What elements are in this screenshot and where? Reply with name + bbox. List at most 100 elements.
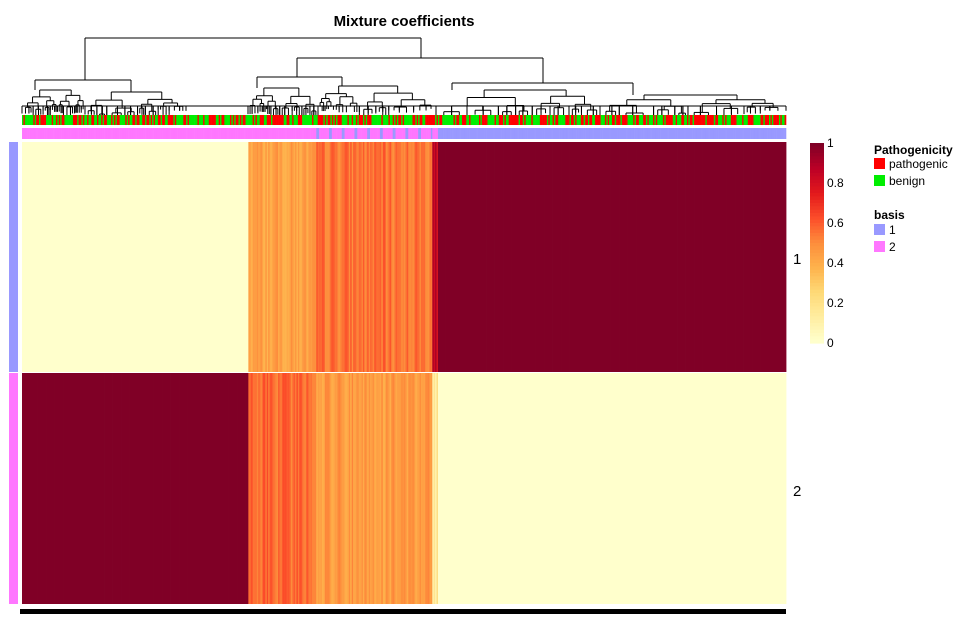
- pathogenicity-cell: [142, 115, 144, 125]
- heatmap-cell: [662, 373, 665, 604]
- heatmap-cell: [347, 142, 350, 372]
- heatmap-cell: [672, 142, 675, 372]
- heatmap-cell: [91, 142, 94, 372]
- basis-cell: [22, 128, 24, 139]
- basis-cell: [368, 128, 371, 139]
- pathogenicity-cell: [94, 115, 96, 125]
- row-basis-cell-2: [9, 373, 18, 604]
- pathogenicity-cell: [121, 115, 123, 125]
- basis-cell: [733, 128, 736, 139]
- heatmap-cell: [82, 373, 85, 604]
- pathogenicity-cell: [268, 115, 270, 125]
- heatmap-cell: [176, 373, 179, 604]
- heatmap-cell: [730, 373, 733, 604]
- color-scale-segment: [810, 289, 824, 294]
- basis-cell: [402, 128, 405, 139]
- heatmap-cell: [520, 373, 522, 604]
- basis-cell: [81, 128, 84, 139]
- heatmap-cell: [450, 373, 453, 604]
- basis-cell: [520, 128, 522, 139]
- heatmap-cell: [691, 373, 694, 604]
- heatmap-cell: [760, 373, 763, 604]
- heatmap-cell: [84, 373, 87, 604]
- basis-cell: [484, 128, 487, 139]
- basis-cell: [220, 128, 222, 139]
- basis-cell: [91, 128, 94, 139]
- heatmap-cell: [210, 142, 212, 372]
- color-scale-segment: [810, 303, 824, 307]
- pathogenicity-cell: [628, 115, 631, 125]
- basis-cell: [535, 128, 538, 139]
- basis-cell: [539, 128, 542, 139]
- pathogenicity-cell: [534, 115, 536, 125]
- heatmap-cell: [242, 373, 245, 604]
- basis-cell: [263, 128, 266, 139]
- heatmap-cell: [319, 373, 321, 604]
- heatmap-cell: [33, 142, 36, 372]
- basis-cell: [391, 128, 393, 139]
- heatmap-cell: [696, 373, 699, 604]
- pathogenicity-cell: [770, 115, 773, 125]
- heatmap-cell: [133, 373, 136, 604]
- basis-cell: [271, 128, 273, 139]
- basis-cell: [214, 128, 217, 139]
- pathogenicity-cell: [36, 115, 38, 125]
- heatmap-cell: [135, 142, 137, 372]
- heatmap-cell: [74, 142, 77, 372]
- pathogenicity-cell: [488, 115, 491, 125]
- heatmap-cell: [515, 373, 518, 604]
- heatmap-cell: [60, 142, 63, 372]
- basis-cell: [396, 128, 399, 139]
- heatmap-cell: [381, 373, 384, 604]
- basis-cell: [517, 128, 519, 139]
- basis-cell: [440, 128, 443, 139]
- basis-cell: [757, 128, 760, 139]
- pathogenicity-cell: [650, 115, 652, 125]
- heatmap-cell: [473, 142, 476, 372]
- heatmap-cell: [606, 142, 609, 372]
- basis-cell: [333, 128, 335, 139]
- pathogenicity-cell: [174, 115, 177, 125]
- heatmap-cell: [611, 373, 614, 604]
- basis-cell: [30, 128, 33, 139]
- basis-cell: [261, 128, 263, 139]
- pathogenicity-cell: [578, 115, 580, 125]
- heatmap-cell: [604, 142, 607, 372]
- heatmap-cell: [744, 142, 747, 372]
- basis-cell: [536, 128, 539, 139]
- pathogenicity-cell: [566, 115, 569, 125]
- pathogenicity-cell: [727, 115, 730, 125]
- heatmap-cell: [630, 373, 633, 604]
- heatmap-cell: [368, 142, 371, 372]
- basis-cell: [712, 128, 715, 139]
- heatmap-cell: [471, 373, 474, 604]
- basis-annotation-track: [22, 128, 787, 139]
- pathogenicity-cell: [181, 115, 184, 125]
- pathogenicity-cell: [87, 115, 89, 125]
- heatmap-cell: [415, 373, 418, 604]
- basis-cell: [638, 128, 641, 139]
- heatmap-cell: [57, 142, 60, 372]
- pathogenicity-cell: [26, 115, 28, 125]
- heatmap-cell: [736, 142, 739, 372]
- pathogenicity-cell: [159, 115, 161, 125]
- heatmap-cell: [200, 373, 203, 604]
- basis-cell: [272, 128, 275, 139]
- pathogenicity-cell: [106, 115, 109, 125]
- pathogenicity-cell: [733, 115, 736, 125]
- heatmap-cell: [416, 142, 419, 372]
- basis-cell: [379, 128, 382, 139]
- heatmap-cell: [631, 142, 634, 372]
- basis-cell: [382, 128, 385, 139]
- basis-cell: [619, 128, 621, 139]
- heatmap-cell: [149, 373, 152, 604]
- basis-cell: [296, 128, 299, 139]
- heatmap-cell: [419, 142, 422, 372]
- heatmap-cell: [262, 373, 265, 604]
- heatmap-cell: [538, 142, 541, 372]
- pathogenicity-annotation-track: [22, 115, 787, 125]
- heatmap-cell: [621, 373, 624, 604]
- basis-cell: [125, 128, 127, 139]
- pathogenicity-cell: [545, 115, 548, 125]
- basis-cell: [739, 128, 742, 139]
